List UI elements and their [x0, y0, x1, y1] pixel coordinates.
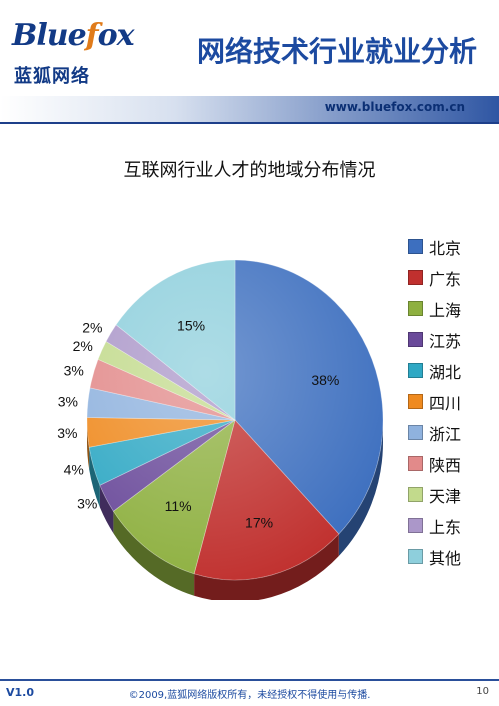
legend-label: 湖北: [429, 362, 462, 382]
logo-cn-text: 蓝狐网络: [14, 66, 90, 87]
version-label: V1.0: [6, 686, 34, 699]
page-number: 10: [476, 686, 489, 697]
legend-swatch: [408, 363, 423, 378]
pie-side-四川: [87, 420, 90, 470]
header-bar: [0, 96, 499, 122]
footer-divider: [0, 679, 499, 681]
legend-label: 陕西: [429, 455, 462, 475]
legend-label: 广东: [429, 269, 462, 289]
data-label-四川: 3%: [57, 425, 77, 441]
data-label-北京: 38%: [311, 372, 339, 388]
pie-chart: 38% 17% 11% 3% 4% 3% 3% 3% 2% 2% 15%: [57, 259, 384, 600]
data-label-湖北: 4%: [64, 462, 84, 478]
data-label-江苏: 3%: [77, 495, 97, 511]
legend-swatch: [408, 518, 423, 533]
legend-item-其他: 其他: [408, 541, 461, 572]
legend-item-北京: 北京: [408, 231, 461, 262]
pie-side-广东: [194, 534, 339, 600]
legend-swatch: [408, 425, 423, 440]
legend-item-陕西: 陕西: [408, 448, 461, 479]
legend-item-广东: 广东: [408, 262, 461, 293]
bluefox-logo: Bluefox 蓝狐网络: [8, 18, 134, 98]
legend-swatch: [408, 394, 423, 409]
legend-label: 北京: [429, 238, 462, 258]
legend-swatch: [408, 239, 423, 254]
data-label-陕西: 3%: [64, 362, 84, 378]
legend-item-湖北: 湖北: [408, 355, 461, 386]
legend-item-上东: 上东: [408, 510, 461, 541]
legend-swatch: [408, 332, 423, 347]
legend-label: 天津: [429, 486, 462, 506]
data-label-天津: 2%: [73, 338, 93, 354]
legend-item-浙江: 浙江: [408, 417, 461, 448]
page-title: 网络技术行业就业分析: [196, 35, 477, 68]
legend-swatch: [408, 487, 423, 502]
chart-title: 互联网行业人才的地域分布情况: [123, 160, 376, 181]
legend-swatch: [408, 549, 423, 564]
pie-side-北京: [338, 420, 383, 557]
legend-item-四川: 四川: [408, 386, 461, 417]
data-label-上东: 2%: [82, 319, 102, 335]
header-divider: [0, 122, 499, 124]
data-label-广东: 17%: [245, 514, 273, 530]
legend-label: 江苏: [429, 331, 462, 351]
legend-swatch: [408, 270, 423, 285]
pie-side-江苏: [99, 485, 114, 534]
data-label-其他: 15%: [177, 318, 205, 334]
legend-swatch: [408, 456, 423, 471]
pie-side-湖北: [89, 447, 100, 508]
logo-script: Bluefox: [12, 18, 134, 53]
legend-swatch: [408, 301, 423, 316]
legend-item-上海: 上海: [408, 293, 461, 324]
pie-highlight: [87, 260, 383, 580]
legend-label: 上海: [429, 300, 462, 320]
pie-side-上海: [113, 511, 195, 596]
legend-label: 上东: [429, 517, 462, 537]
site-url[interactable]: www.bluefox.com.cn: [324, 100, 465, 114]
chart-legend: 北京广东上海江苏湖北四川浙江陕西天津上东其他: [408, 231, 461, 572]
legend-item-江苏: 江苏: [408, 324, 461, 355]
copyright-text: ©2009,蓝狐网络版权所有，未经授权不得使用与传播.: [128, 690, 371, 701]
legend-label: 四川: [429, 393, 462, 413]
data-label-上海: 11%: [165, 498, 192, 514]
legend-item-天津: 天津: [408, 479, 461, 510]
data-label-浙江: 3%: [58, 394, 78, 410]
legend-label: 其他: [429, 548, 462, 568]
legend-label: 浙江: [429, 424, 462, 444]
